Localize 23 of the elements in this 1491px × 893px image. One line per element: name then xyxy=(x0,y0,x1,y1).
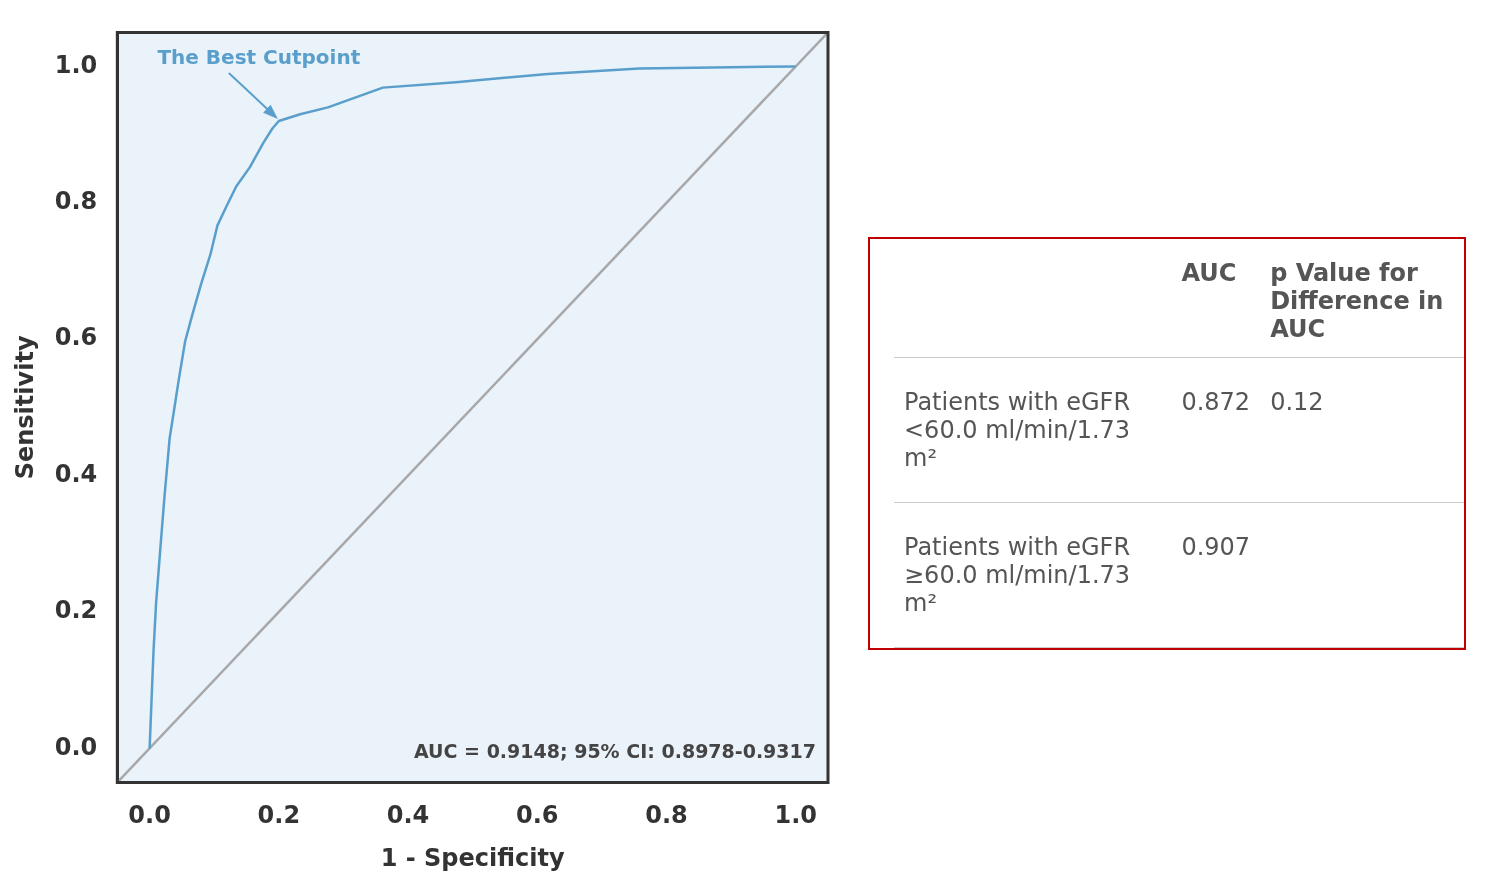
y-tick-label: 0.8 xyxy=(54,187,98,216)
text: p Value for Difference in AUC xyxy=(1269,257,1445,345)
x-tick-label: 0.4 xyxy=(386,801,430,830)
category-label: Patients with eGFR <60.0 ml/min/1.73 m² xyxy=(903,386,1132,474)
x-tick-label: 0.8 xyxy=(645,801,688,830)
x-tick-label: 1.0 xyxy=(774,801,817,830)
data-label: 0.12 xyxy=(1269,386,1325,418)
data-label: 0.907 xyxy=(1180,531,1252,563)
x-tick-label: 0.6 xyxy=(516,801,559,830)
x-axis-title: 1 - Specificity xyxy=(380,843,565,872)
y-tick-label: 0.6 xyxy=(54,323,98,352)
annotation: The Best Cutpoint xyxy=(157,45,361,70)
y-tick-label: 0.4 xyxy=(54,459,98,488)
data-label: 0.872 xyxy=(1180,386,1252,418)
text: AUC xyxy=(1180,257,1238,289)
y-tick-label: 0.2 xyxy=(54,596,98,625)
category-label: Patients with eGFR ≥60.0 ml/min/1.73 m² xyxy=(903,531,1132,619)
y-tick-label: 0.0 xyxy=(54,732,98,761)
y-axis-title: Sensitivity xyxy=(10,335,39,480)
x-tick-label: 0.0 xyxy=(128,801,171,830)
y-tick-label: 1.0 xyxy=(54,50,98,79)
annotation: AUC = 0.9148; 95% CI: 0.8978-0.9317 xyxy=(413,739,816,762)
x-tick-label: 0.2 xyxy=(257,801,301,830)
